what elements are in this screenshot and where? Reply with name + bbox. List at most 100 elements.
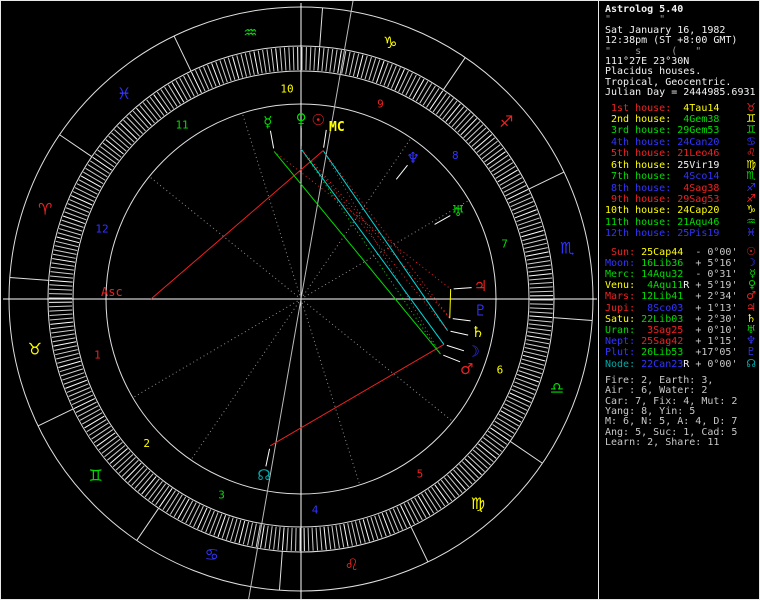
planet-velocity: + 1°13' [689, 302, 738, 314]
ascendant-label: Asc [101, 285, 123, 299]
degree-tick [249, 52, 255, 75]
stats-line: Fire: 2, Earth: 3, [605, 374, 714, 386]
planet-position-value: 14Aqu32 [641, 268, 684, 280]
sign-glyph-capricorn: ♑ [383, 33, 397, 52]
degree-tick [275, 48, 279, 72]
degree-tick [52, 253, 76, 259]
degree-tick [100, 146, 119, 161]
house-cusp-value: 24Can20 [677, 136, 720, 148]
degree-tick [55, 349, 78, 356]
degree-tick [493, 162, 514, 176]
planet-velocity: +17°05' [689, 347, 738, 359]
house-label: 11th house: [605, 216, 678, 228]
aspect-line-jupiter-pluto [449, 288, 452, 319]
planet-position-value: 22Lib03 [641, 313, 684, 325]
degree-tick [54, 245, 78, 251]
house-number-12: 12 [95, 223, 108, 236]
degree-tick [381, 512, 391, 535]
sign-glyph-aries: ♈ [38, 200, 52, 219]
degree-tick [415, 81, 429, 102]
degree-tick [434, 484, 449, 504]
degree-tick [405, 74, 417, 96]
planet-velocity: - 0°31' [689, 268, 738, 280]
house-cusp-value: 21Leo46 [677, 148, 720, 160]
degree-tick [63, 375, 86, 385]
degree-tick [528, 327, 552, 332]
sign-glyph-sagittarius: ♐ [499, 112, 513, 131]
midheaven-label: MC [329, 120, 345, 135]
degree-tick [529, 290, 553, 293]
degree-tick [521, 230, 544, 238]
degree-tick [487, 430, 508, 445]
degree-tick [49, 317, 73, 321]
degree-tick [518, 370, 541, 379]
degree-tick [55, 240, 79, 248]
degree-tick [124, 462, 142, 480]
degree-tick [347, 523, 353, 546]
degree-tick [60, 368, 84, 377]
house-cusp-value: 25Pis19 [677, 228, 720, 240]
planet-glyph-sun: ☉ [311, 111, 324, 129]
degree-tick [189, 504, 201, 526]
degree-tick [183, 75, 195, 97]
degree-tick [217, 515, 227, 538]
planet-position-value: 26Lib53 [641, 347, 684, 359]
planet-glyph-mars: ♂ [460, 360, 473, 378]
degree-tick [70, 390, 92, 402]
degree-tick [390, 67, 401, 89]
degree-tick [53, 341, 77, 347]
degree-tick [511, 201, 534, 211]
sign-glyph-gemini: ♊ [89, 466, 103, 485]
degree-tick [79, 408, 101, 421]
degree-tick [155, 485, 170, 506]
degree-tick [518, 221, 542, 230]
header-line: " s ( " [605, 45, 702, 57]
degree-tick [426, 87, 440, 108]
degree-tick [137, 473, 154, 492]
degree-tick [323, 526, 327, 550]
degree-tick [84, 415, 105, 429]
chart-info-sidebar: Astrolog 5.40 " " Sat January 16, 1982 12:3… [598, 1, 759, 599]
planet-label: Merc: [605, 268, 642, 280]
degree-tick [144, 478, 160, 498]
house-row: 9th house: 29Sag53 ♐ [605, 193, 759, 205]
degree-tick [118, 457, 136, 474]
planet-row: Nept: 25Sag42 + 1°15' ♆ [605, 335, 759, 347]
degree-tick [65, 379, 88, 389]
chart-header: Astrolog 5.40 " " Sat January 16, 1982 12:3… [605, 4, 759, 99]
degree-tick [225, 517, 234, 540]
degree-tick [121, 459, 139, 477]
degree-tick [516, 213, 539, 223]
degree-tick [64, 211, 87, 221]
degree-tick [319, 527, 323, 551]
degree-tick [51, 333, 75, 338]
degree-tick [485, 433, 505, 449]
house-cusp-value: 29Sag53 [677, 193, 720, 205]
planet-glyph-saturn: ♄ [471, 323, 484, 341]
degree-tick [160, 89, 175, 109]
element-stats: Fire: 2, Earth: 3, Air : 6, Water: 2 Car: … [605, 374, 759, 449]
degree-tick [398, 70, 409, 93]
degree-tick [166, 492, 180, 513]
degree-tick [471, 130, 490, 147]
degree-tick [470, 452, 488, 469]
degree-tick [87, 164, 108, 178]
sign-boundary [553, 317, 593, 322]
degree-tick [51, 329, 75, 334]
degree-tick [50, 325, 74, 330]
zodiac-glyph-icon: ☉ [746, 244, 756, 258]
degree-tick [529, 281, 553, 285]
degree-tick [317, 47, 321, 71]
degree-tick [164, 86, 178, 107]
degree-tick [472, 449, 491, 466]
degree-tick [123, 119, 141, 137]
degree-tick [424, 491, 438, 512]
degree-tick [507, 396, 530, 407]
degree-tick [270, 48, 275, 72]
planet-row: Venu: 4Aqu11 R + 5°19' ♀ [605, 279, 759, 291]
pointer-dash-uranus [434, 215, 451, 225]
zodiac-glyph-icon: ♋ [746, 134, 756, 148]
degree-tick [526, 335, 550, 340]
degree-tick [148, 481, 163, 500]
degree-tick [104, 441, 123, 458]
